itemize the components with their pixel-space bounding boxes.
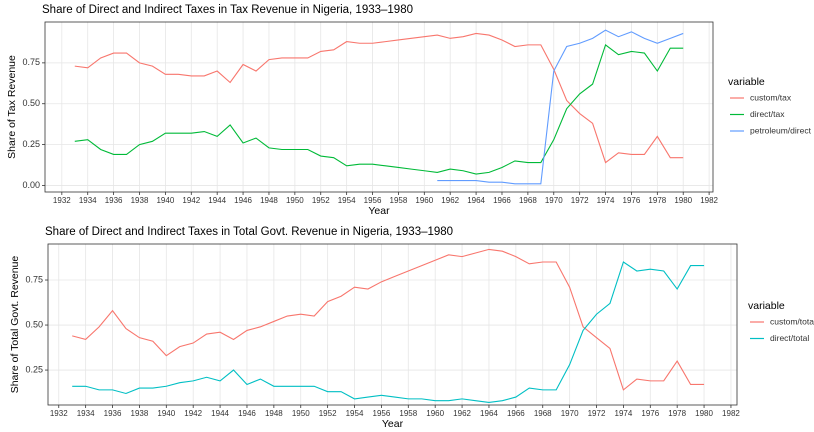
legend-title: variable [748,300,785,312]
x-tick-label: 1952 [319,409,337,418]
x-tick-label: 1970 [561,409,579,418]
y-tick-label: 0.50 [25,319,43,329]
y-tick-label: 0.75 [22,57,40,67]
panel [48,244,737,405]
x-tick-label: 1942 [182,196,200,205]
x-tick-label: 1972 [588,409,606,418]
x-tick-label: 1980 [674,196,692,205]
x-tick-label: 1934 [79,196,97,205]
data-line [72,261,705,404]
x-tick-label: 1960 [415,196,433,205]
panel-border [47,243,738,406]
x-tick-label: 1960 [426,409,444,418]
x-tick-label: 1936 [104,409,122,418]
x-axis-title: Year [382,418,404,430]
x-tick-label: 1974 [597,196,615,205]
panel-border [44,21,714,193]
x-tick-label: 1950 [292,409,310,418]
x-tick-label: 1948 [260,196,278,205]
x-tick-label: 1970 [545,196,563,205]
y-tick-label: 0.50 [22,98,40,108]
x-tick-label: 1954 [338,196,356,205]
x-tick-label: 1966 [493,196,511,205]
y-tick-label: 0.00 [22,180,40,190]
legend-label: petroleum/direct [750,125,812,135]
x-tick-label: 1978 [668,409,686,418]
legend-label: custom/total [770,316,814,326]
x-tick-label: 1950 [286,196,304,205]
x-tick-label: 1944 [211,409,229,418]
x-tick-label: 1966 [507,409,525,418]
y-axis-title: Share of Total Govt. Revenue [9,256,21,394]
x-tick-label: 1976 [641,409,659,418]
x-tick-label: 1956 [373,409,391,418]
x-tick-label: 1958 [390,196,408,205]
x-tick-label: 1968 [519,196,537,205]
x-tick-label: 1948 [265,409,283,418]
x-tick-label: 1942 [184,409,202,418]
y-axis-title: Share of Tax Revenue [6,55,18,159]
x-tick-label: 1962 [453,409,471,418]
x-tick-label: 1982 [700,196,718,205]
data-line [74,32,684,164]
x-tick-label: 1936 [105,196,123,205]
x-tick-label: 1980 [695,409,713,418]
legend-label: custom/tax [750,92,792,102]
legend-title: variable [728,76,765,88]
x-tick-label: 1946 [238,409,256,418]
chart-title: Share of Direct and Indirect Taxes in Ta… [42,4,413,16]
y-tick-label: 0.25 [25,364,43,374]
data-line [437,29,684,185]
x-tick-label: 1968 [534,409,552,418]
x-tick-label: 1956 [364,196,382,205]
x-tick-label: 1964 [467,196,485,205]
x-tick-label: 1954 [346,409,364,418]
x-tick-label: 1932 [50,409,68,418]
x-tick-label: 1974 [615,409,633,418]
x-tick-label: 1958 [399,409,417,418]
legend-label: direct/tax [750,109,785,119]
x-tick-label: 1952 [312,196,330,205]
y-tick-label: 0.25 [22,139,40,149]
x-tick-label: 1940 [157,409,175,418]
x-tick-label: 1938 [131,196,149,205]
x-axis-title: Year [368,205,390,217]
x-tick-label: 1938 [131,409,149,418]
x-tick-label: 1972 [571,196,589,205]
data-line [72,248,705,391]
x-tick-label: 1976 [623,196,641,205]
x-tick-label: 1978 [648,196,666,205]
x-tick-label: 1934 [77,409,95,418]
x-tick-label: 1964 [480,409,498,418]
data-line [74,43,684,175]
x-tick-label: 1982 [722,409,740,418]
x-tick-label: 1944 [208,196,226,205]
x-tick-label: 1962 [441,196,459,205]
x-tick-label: 1940 [156,196,174,205]
panel [45,22,713,192]
y-tick-label: 0.75 [25,274,43,284]
x-tick-label: 1946 [234,196,252,205]
x-tick-label: 1932 [53,196,71,205]
legend-label: direct/total [770,333,809,343]
chart-title: Share of Direct and Indirect Taxes in To… [45,226,453,238]
